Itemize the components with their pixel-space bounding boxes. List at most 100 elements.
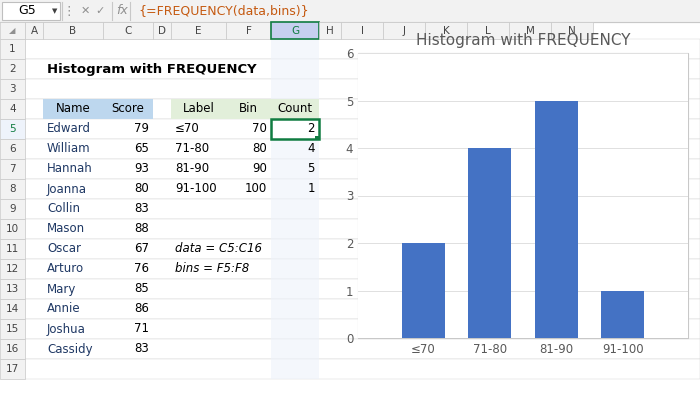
Text: 9: 9 — [9, 204, 16, 214]
Text: 12: 12 — [6, 264, 19, 274]
Bar — [271, 159, 319, 179]
Bar — [468, 148, 512, 338]
Bar — [25, 159, 700, 179]
Text: 13: 13 — [6, 284, 19, 294]
Bar — [425, 22, 467, 39]
Bar — [271, 199, 319, 219]
Text: 8: 8 — [9, 184, 16, 194]
Text: D: D — [158, 26, 166, 36]
Text: 70: 70 — [252, 122, 267, 136]
Text: 6: 6 — [9, 144, 16, 154]
Bar — [0, 199, 25, 219]
Text: Mary: Mary — [47, 282, 76, 296]
Bar — [271, 279, 319, 299]
Bar — [25, 39, 700, 59]
Bar — [0, 22, 25, 39]
Bar — [0, 239, 25, 259]
Bar — [103, 22, 153, 39]
Bar — [0, 299, 25, 319]
Text: 93: 93 — [134, 162, 149, 176]
Text: ✓: ✓ — [95, 6, 105, 16]
Bar — [271, 99, 319, 119]
Bar — [271, 22, 319, 39]
Text: 2: 2 — [307, 122, 315, 136]
Text: Collin: Collin — [47, 202, 80, 216]
Bar — [0, 219, 25, 239]
Text: 90: 90 — [252, 162, 267, 176]
Text: 5: 5 — [307, 162, 315, 176]
Bar — [226, 99, 271, 119]
Text: H: H — [326, 26, 334, 36]
Bar — [43, 22, 103, 39]
Text: Edward: Edward — [47, 122, 91, 136]
Text: G5: G5 — [18, 4, 36, 18]
Text: 11: 11 — [6, 244, 19, 254]
Bar — [226, 22, 271, 39]
Bar — [271, 179, 319, 199]
Text: Oscar: Oscar — [47, 242, 81, 256]
Text: C: C — [125, 26, 132, 36]
Bar — [2, 2, 60, 20]
Text: 76: 76 — [134, 262, 149, 276]
Bar — [383, 22, 425, 39]
Bar — [25, 22, 43, 39]
Bar — [402, 243, 445, 338]
Bar — [25, 279, 700, 299]
Text: 1: 1 — [9, 44, 16, 54]
Bar — [271, 59, 319, 79]
Text: 65: 65 — [134, 142, 149, 156]
Text: {=FREQUENCY(data,bins)}: {=FREQUENCY(data,bins)} — [138, 4, 309, 18]
Bar — [271, 239, 319, 259]
Text: K: K — [442, 26, 449, 36]
Text: ▼: ▼ — [52, 8, 57, 14]
Text: Histogram with FREQUENCY: Histogram with FREQUENCY — [47, 62, 257, 76]
Bar — [0, 99, 25, 119]
Text: 71: 71 — [134, 322, 149, 336]
Text: 86: 86 — [134, 302, 149, 316]
Bar — [0, 39, 25, 59]
Bar — [271, 139, 319, 159]
Bar — [25, 79, 700, 99]
Text: 91-100: 91-100 — [175, 182, 216, 196]
Bar — [271, 99, 319, 119]
Text: 3: 3 — [9, 84, 16, 94]
Bar — [0, 119, 25, 139]
Bar — [25, 59, 700, 79]
Text: Name: Name — [55, 102, 90, 116]
Bar — [271, 339, 319, 359]
Bar — [25, 339, 700, 359]
Bar — [0, 0, 700, 22]
Bar — [271, 259, 319, 279]
Text: 4: 4 — [9, 104, 16, 114]
Text: 14: 14 — [6, 304, 19, 314]
Text: 80: 80 — [252, 142, 267, 156]
Bar — [509, 22, 551, 39]
Bar — [271, 359, 319, 379]
Bar — [25, 259, 700, 279]
Bar — [25, 319, 700, 339]
Bar — [25, 99, 700, 119]
Bar — [271, 319, 319, 339]
Text: 1: 1 — [307, 182, 315, 196]
Bar — [551, 22, 593, 39]
Text: Mason: Mason — [47, 222, 85, 236]
Text: L: L — [485, 26, 491, 36]
Text: bins = F5:F8: bins = F5:F8 — [175, 262, 249, 276]
Bar — [0, 359, 25, 379]
Text: Joanna: Joanna — [47, 182, 87, 196]
Text: Count: Count — [277, 102, 313, 116]
Bar — [315, 136, 319, 140]
Text: Arturo: Arturo — [47, 262, 84, 276]
Bar — [271, 299, 319, 319]
Text: William: William — [47, 142, 90, 156]
Bar — [0, 159, 25, 179]
Text: 80: 80 — [134, 182, 149, 196]
Text: Annie: Annie — [47, 302, 80, 316]
Bar — [271, 39, 319, 59]
Bar — [25, 179, 700, 199]
Text: A: A — [30, 26, 38, 36]
Text: 79: 79 — [134, 122, 149, 136]
Bar — [171, 99, 226, 119]
Bar — [601, 290, 644, 338]
Text: E: E — [195, 26, 202, 36]
